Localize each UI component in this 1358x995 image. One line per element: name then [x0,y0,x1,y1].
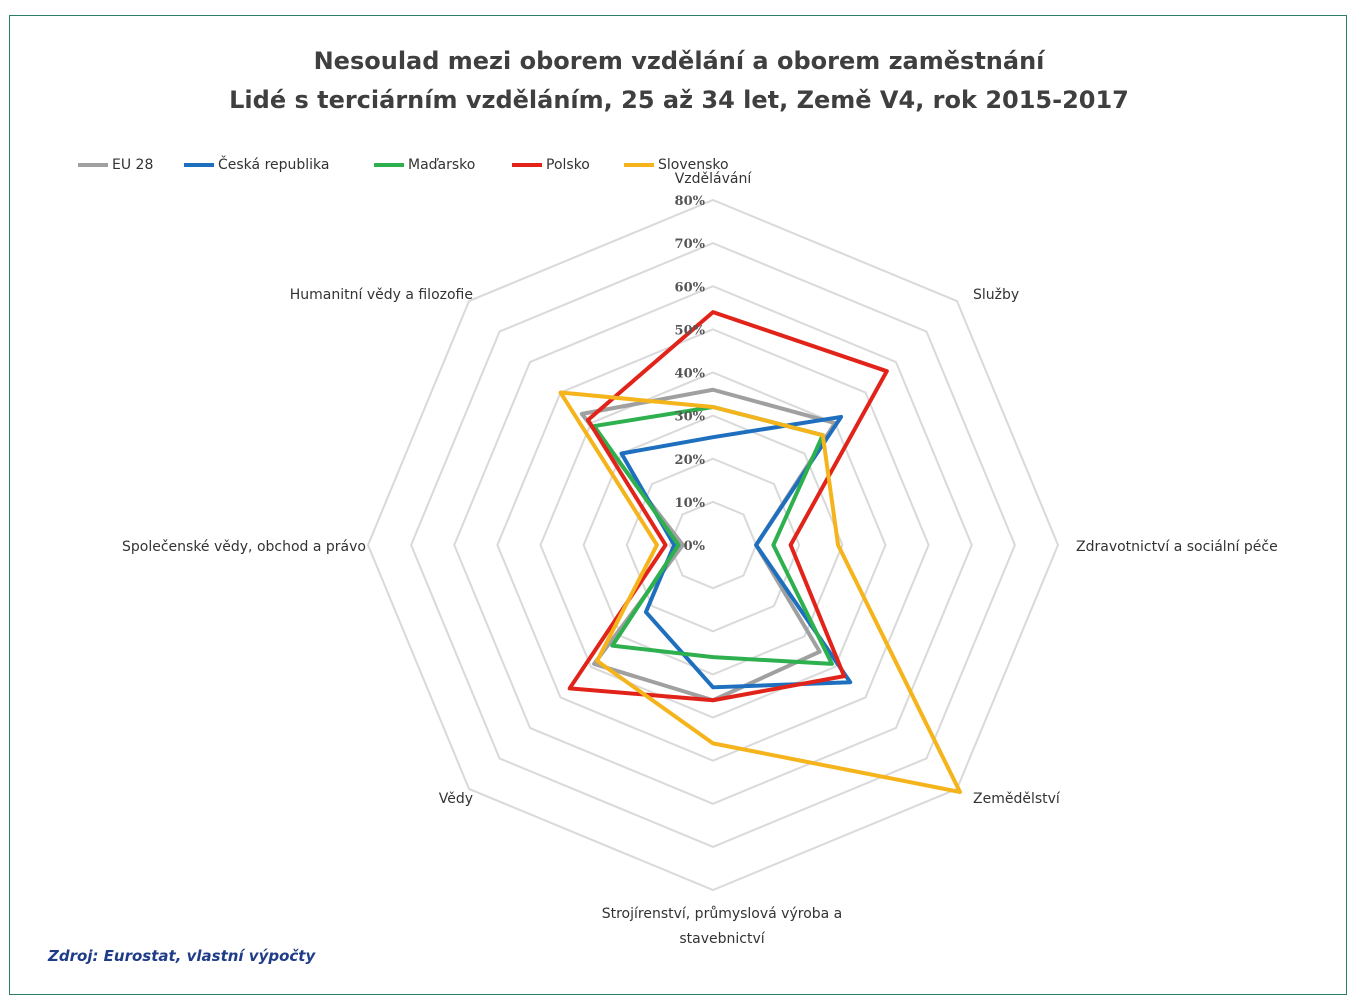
data-point [789,543,793,547]
data-point [672,543,676,547]
series-layer [558,310,963,795]
legend-label-slovensko: Slovensko [658,157,729,173]
grid-ring [453,285,973,805]
grid-ring [496,328,930,762]
data-point [677,543,680,547]
data-point [836,543,840,547]
data-point [586,418,590,422]
grid-ring [582,414,844,676]
data-point [610,644,614,648]
tick-label: 70% [675,237,706,252]
category-label: Společenské vědy, obchod a právo [122,539,366,555]
data-point [839,415,843,419]
legend-label-ceska-republika: Česká republika [218,157,330,173]
legend-item-eu28: EU 28 [78,155,153,175]
data-point [754,543,758,547]
category-label: Humanitní vědy a filozofie [290,287,473,303]
data-point [771,543,775,547]
data-point [681,543,685,547]
tick-label: 0% [684,539,706,554]
data-point [842,674,846,678]
data-point [711,741,715,745]
source-note: Zdroj: Eurostat, vlastní výpočty [48,947,316,965]
data-point [818,650,822,654]
data-point [620,452,624,456]
legend-label-polsko: Polsko [546,157,590,173]
tick-label: 50% [675,323,706,338]
legend-swatch-eu28 [78,163,108,167]
legend-swatch-madarsko [374,163,404,167]
grid-ring [668,500,758,590]
tick-label: 40% [675,367,706,382]
chart-subtitle: Lidé s terciárním vzděláním, 25 až 34 le… [229,86,1129,114]
data-point [711,405,715,409]
data-point [568,686,572,690]
data-point [958,790,962,794]
tick-label: 80% [675,194,706,209]
data-point [711,435,715,439]
legend-label-madarsko: Maďarsko [408,157,476,173]
data-point [644,610,648,614]
data-point [664,543,668,547]
grid-ring [366,198,1060,892]
category-label: Vzdělávání [675,171,753,187]
data-point [885,369,889,373]
tick-label: 30% [675,410,706,425]
tick-label: 10% [675,496,706,511]
data-point [580,412,584,416]
category-label: Služby [973,287,1019,303]
grid-ring [410,242,1016,848]
legend-item-polsko: Polsko [512,155,590,175]
data-point [711,698,715,702]
chart-title: Nesoulad mezi oborem vzdělání a oborem z… [313,47,1045,75]
data-point [711,685,715,689]
legend-item-slovensko: Slovensko [624,155,729,175]
legend-swatch-slovensko [624,163,654,167]
data-point [559,391,563,395]
data-point [592,662,596,666]
data-point [595,659,599,663]
legend-swatch-ceska-republika [184,163,214,167]
category-labels: Vzdělávání Služby Zdravotnictví a sociální… [122,171,1278,947]
legend-label-eu28: EU 28 [112,157,154,173]
data-point [711,310,715,314]
category-label: Strojírenství, průmyslová výroba a staveb… [602,906,843,947]
data-point [711,388,715,392]
legend-item-ceska-republika: Česká republika [184,155,330,175]
tick-label: 20% [675,453,706,468]
category-label: Zemědělství [973,791,1061,807]
tick-label: 60% [675,280,706,295]
grid-ring [539,371,887,719]
radar-grid [366,198,1060,892]
data-point [821,433,825,437]
category-label: Vědy [439,791,473,807]
data-point [830,662,834,666]
legend-swatch-polsko [512,163,542,167]
tick-labels: 0% 10% 20% 30% 40% 50% 60% 70% 80% [675,194,706,554]
data-point [848,680,852,684]
data-point [711,655,715,659]
category-label: Zdravotnictví a sociální péče [1076,539,1278,555]
series-line-3 [567,310,889,703]
legend-item-madarsko: Maďarsko [374,155,475,175]
data-point [655,543,659,547]
